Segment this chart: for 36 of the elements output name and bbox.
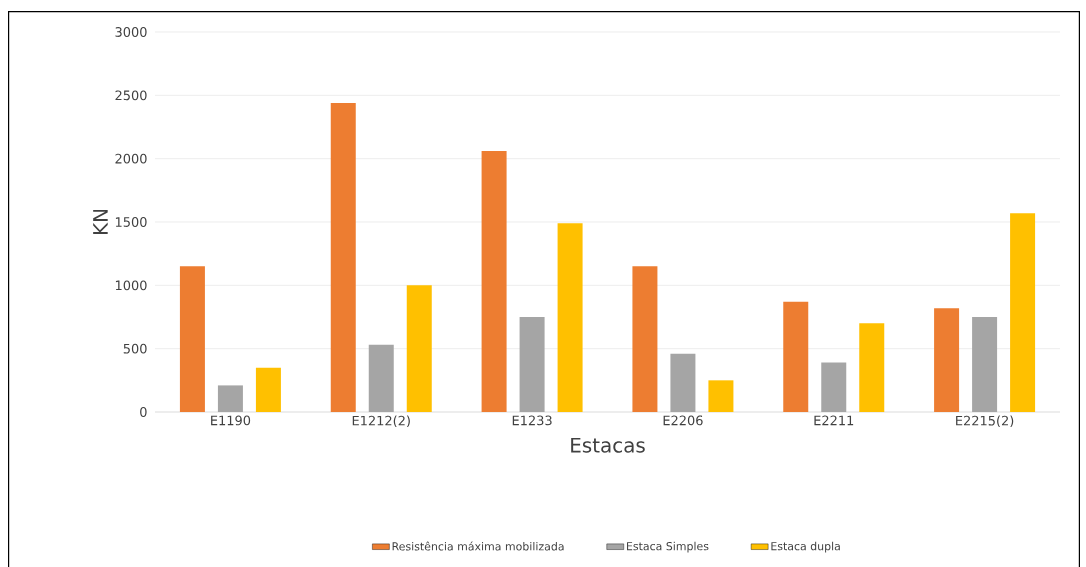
- bar: [670, 353, 696, 412]
- bar: [708, 380, 734, 412]
- bar: [859, 323, 885, 412]
- x-tick-label: E2211: [814, 415, 854, 426]
- y-tick-label: 1000: [115, 280, 147, 291]
- y-tick-label: 1500: [115, 217, 147, 227]
- x-tick-label: E1212(2): [352, 415, 410, 428]
- y-axis-title: KN: [93, 209, 108, 235]
- y-tick-label: 3000: [115, 27, 147, 37]
- bar: [557, 223, 583, 412]
- bar: [972, 317, 998, 412]
- bar: [481, 151, 507, 412]
- legend-label: Estaca dupla: [771, 541, 840, 553]
- x-tick-label: E2215(2): [956, 415, 1014, 428]
- bar: [217, 385, 243, 412]
- legend-label: Resistência máxima mobilizada: [392, 541, 564, 551]
- y-tick-label: 2000: [115, 153, 147, 164]
- legend-label: Estaca Simples: [627, 541, 709, 553]
- x-axis-title: Estacas: [571, 437, 645, 453]
- bar: [1010, 213, 1036, 412]
- bar: [406, 285, 432, 412]
- bar: [821, 362, 847, 412]
- x-tick-label: E2206: [663, 415, 703, 426]
- y-tick-label: 0: [140, 407, 147, 417]
- bar: [179, 266, 205, 412]
- y-tick-label: 2500: [115, 90, 147, 101]
- bar: [255, 367, 281, 412]
- bar: [519, 317, 545, 412]
- bar: [368, 344, 394, 412]
- x-tick-label: E1190: [211, 415, 251, 426]
- bar: [783, 301, 809, 412]
- bar: [330, 102, 356, 412]
- x-tick-label: E1233: [512, 415, 552, 426]
- y-tick-label: 500: [123, 343, 147, 354]
- bar: [934, 308, 960, 412]
- bar: [632, 266, 658, 412]
